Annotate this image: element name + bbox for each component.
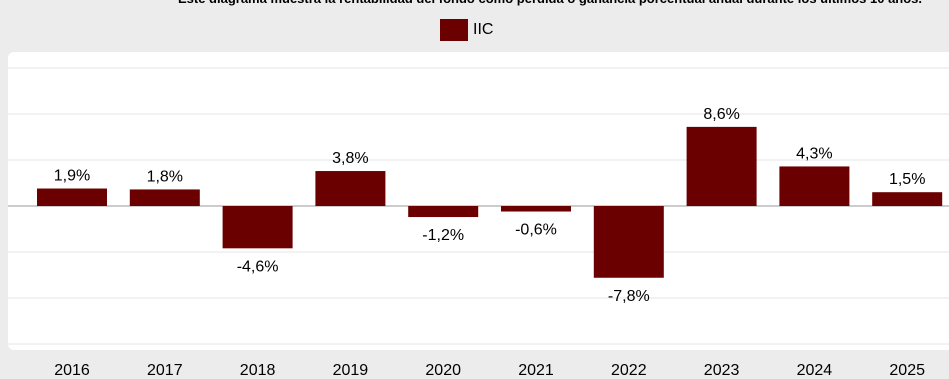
bar-2022[interactable] [593,206,664,278]
data-label-2019: 3,8% [332,150,368,167]
x-tick-label-2023: 2023 [704,362,740,379]
data-label-2017: 1,8% [147,168,183,185]
legend-label: IIC [473,21,494,38]
bar-2021[interactable] [501,206,571,212]
data-label-2021: -0,6% [515,222,557,239]
bar-2017[interactable] [129,189,200,206]
chart-subtitle: Este diagrama muestra la rentabilidad de… [0,0,949,8]
data-label-2020: -1,2% [422,227,464,244]
bar-2024[interactable] [779,166,850,206]
data-label-2016: 1,9% [54,168,90,185]
data-label-2025: 1,5% [889,171,925,188]
x-tick-label-2016: 2016 [54,362,90,379]
x-tick-label-2020: 2020 [425,362,461,379]
bar-2020[interactable] [408,206,479,218]
bar-2018[interactable] [222,206,293,249]
legend-swatch [440,19,468,41]
data-label-2018: -4,6% [237,258,279,275]
x-tick-label-2025: 2025 [889,362,925,379]
x-tick-label-2022: 2022 [611,362,647,379]
data-label-2023: 8,6% [703,106,739,123]
legend[interactable]: IIC [440,19,493,41]
x-tick-label-2017: 2017 [147,362,183,379]
bar-2016[interactable] [37,188,107,206]
data-label-2024: 4,3% [796,145,832,162]
x-tick-label-2019: 2019 [333,362,369,379]
data-label-2022: -7,8% [608,288,650,305]
x-tick-label-2024: 2024 [797,362,833,379]
bar-2025[interactable] [872,192,943,206]
x-tick-label-2021: 2021 [518,362,554,379]
x-tick-label-2018: 2018 [240,362,276,379]
bar-2023[interactable] [686,126,757,206]
bar-2019[interactable] [315,171,386,206]
